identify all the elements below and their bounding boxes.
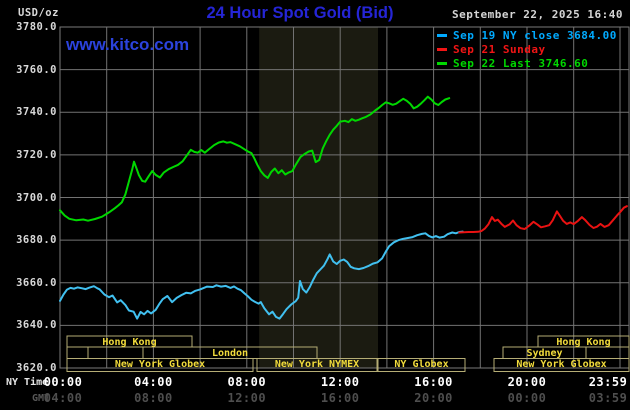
page-title: 24 Hour Spot Gold (Bid) bbox=[206, 4, 394, 22]
session-label: New York NYMEX bbox=[274, 359, 360, 370]
session-box bbox=[256, 358, 378, 372]
ny-time-tick: 00:00 bbox=[43, 375, 83, 389]
y-tick-label: 3700.0 bbox=[16, 191, 57, 204]
sep19-line-swatch bbox=[437, 34, 447, 37]
gmt-tick: 16:00 bbox=[320, 391, 360, 405]
session-box bbox=[66, 346, 89, 359]
datetime-label: September 22, 2025 16:40 bbox=[452, 8, 623, 21]
session-label: New York Globex bbox=[114, 359, 206, 370]
gmt-tick: 20:00 bbox=[414, 391, 453, 405]
series-sep-21-sunday bbox=[458, 205, 628, 234]
ny-time-tick: 04:00 bbox=[134, 375, 173, 389]
y-tick-label: 3720.0 bbox=[16, 148, 57, 161]
ny-time-tick: 12:00 bbox=[320, 375, 360, 389]
gmt-axis-label: GMT bbox=[32, 393, 51, 404]
ny-time-tick: 08:00 bbox=[227, 375, 267, 389]
sep21-line-swatch bbox=[437, 48, 447, 51]
y-tick-label: 3760.0 bbox=[16, 63, 57, 76]
session-box bbox=[66, 358, 254, 372]
series-sep-19-ny-close bbox=[59, 230, 464, 320]
y-tick-label: 3640.0 bbox=[16, 319, 57, 332]
legend-label: Sep 22 Last 3746.60 bbox=[453, 57, 589, 70]
unit-label: USD/oz bbox=[18, 7, 59, 19]
series-sep-22-last bbox=[59, 95, 451, 222]
gmt-tick: 12:00 bbox=[227, 391, 267, 405]
session-label: Sydney bbox=[526, 347, 563, 359]
session-label: Hong Kong bbox=[556, 336, 611, 348]
y-tick-label: 3740.0 bbox=[16, 106, 57, 119]
y-tick-label: 3780.0 bbox=[16, 21, 57, 33]
gmt-tick: 04:00 bbox=[43, 391, 83, 405]
plot-border bbox=[59, 26, 630, 369]
y-tick-label: 3660.0 bbox=[16, 276, 57, 289]
ny-time-axis-label: NY Time bbox=[6, 377, 49, 388]
session-label: NY Globex bbox=[394, 359, 449, 370]
y-tick-label: 3620.0 bbox=[16, 362, 57, 374]
gmt-tick: 00:00 bbox=[507, 391, 547, 405]
session-box bbox=[493, 358, 630, 372]
session-label: New York Globex bbox=[516, 359, 607, 370]
legend-label: Sep 19 NY close 3684.00 bbox=[453, 29, 617, 42]
ny-time-tick: 16:00 bbox=[414, 375, 453, 389]
session-label: Hong Kong bbox=[102, 336, 157, 348]
ny-time-tick: 20:00 bbox=[507, 375, 547, 389]
legend-label: Sep 21 Sunday bbox=[453, 43, 546, 56]
y-tick-label: 3680.0 bbox=[16, 234, 57, 247]
gmt-tick: 08:00 bbox=[134, 391, 173, 405]
session-box bbox=[377, 358, 466, 372]
kitco-watermark-link[interactable]: www.kitco.com bbox=[66, 35, 190, 54]
gmt-tick: 03:59 bbox=[588, 391, 628, 405]
sep22-line-swatch bbox=[437, 62, 447, 65]
session-label: London bbox=[211, 347, 249, 359]
ny-time-tick: 23:59 bbox=[588, 375, 628, 389]
